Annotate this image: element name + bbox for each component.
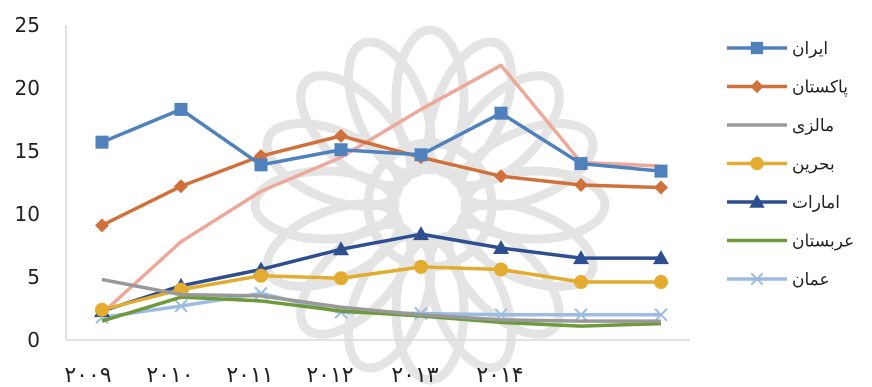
legend-entry: عربستان <box>727 232 854 252</box>
legend-entry: پاکستان <box>727 78 848 98</box>
data-point <box>414 259 428 274</box>
series-1 <box>95 102 668 178</box>
legend-entry: مالزی <box>727 116 834 136</box>
data-point <box>95 135 109 149</box>
data-point <box>493 240 509 255</box>
data-point <box>574 308 588 322</box>
series-line <box>101 265 661 312</box>
data-point <box>333 241 349 256</box>
series-line <box>101 107 662 173</box>
legend-marker <box>750 41 764 55</box>
data-point <box>414 148 428 162</box>
series-line <box>101 295 662 328</box>
series-line <box>101 277 661 323</box>
data-point <box>654 180 668 195</box>
y-tick-label: 15 <box>15 139 40 163</box>
data-point <box>334 128 348 143</box>
legend-label: عمان <box>792 270 830 290</box>
legend-label: پاکستان <box>792 78 848 98</box>
legend-label: مالزی <box>792 116 834 136</box>
data-point <box>334 271 348 286</box>
data-point <box>334 143 348 157</box>
x-tick-label: ۲۰۱۲ <box>306 363 353 387</box>
data-point <box>174 102 188 116</box>
data-point <box>654 308 668 322</box>
y-tick-label: 0 <box>27 328 40 352</box>
legend-marker <box>750 156 764 171</box>
legend-label: ایران <box>792 39 828 59</box>
series-line <box>101 232 661 313</box>
legend-entry: امارات <box>727 193 840 213</box>
series-4 <box>95 259 668 317</box>
series-layer <box>94 63 669 328</box>
watermark-emblem <box>250 25 610 385</box>
legend-label: عربستان <box>792 232 854 252</box>
x-tick-label: ۲۰۱۱ <box>226 363 273 387</box>
data-point <box>494 169 508 184</box>
data-point <box>574 178 588 193</box>
x-tick-label: ۲۰۱۳ <box>391 363 438 387</box>
y-tick-label: 25 <box>15 13 40 37</box>
data-point <box>573 250 589 265</box>
data-point <box>494 262 508 277</box>
y-tick-label: 5 <box>27 265 40 289</box>
data-point <box>494 106 508 120</box>
data-point <box>95 302 109 317</box>
series-6 <box>101 295 662 328</box>
legend: ایران پاکستان مالزی بحرین امارات عربستان عمان <box>727 39 854 290</box>
data-point <box>654 275 668 290</box>
data-point <box>254 268 268 283</box>
series-3 <box>101 277 661 323</box>
axes: 0 5 10 15 20 25 ۲۰۰۹ ۲۰۱۰ ۲۰۱۱ ۲۰۱۲ ۲۰۱۳ ۲۰۱۴ <box>15 13 690 387</box>
data-point <box>254 158 268 172</box>
legend-entry: عمان <box>727 270 830 290</box>
legend-marker <box>750 79 764 94</box>
series-line <box>101 134 662 227</box>
series-line <box>100 63 662 315</box>
legend-entry: بحرین <box>727 155 835 175</box>
data-point <box>174 299 188 313</box>
x-tick-label: ۲۰۰۹ <box>64 363 111 387</box>
y-tick-label: 10 <box>15 202 40 226</box>
data-point <box>653 250 669 265</box>
data-point <box>654 164 668 178</box>
data-point <box>574 275 588 290</box>
x-tick-label: ۲۰۱۴ <box>476 363 523 387</box>
legend-marker <box>749 194 765 208</box>
y-tick-label: 20 <box>15 76 40 100</box>
legend-entry: ایران <box>727 39 828 59</box>
series-8 <box>100 63 662 315</box>
legend-label: امارات <box>792 193 840 213</box>
data-point <box>174 179 188 194</box>
legend-label: بحرین <box>792 155 835 175</box>
data-point <box>574 157 588 171</box>
legend-marker <box>750 272 764 286</box>
data-point <box>413 226 429 241</box>
x-tick-label: ۲۰۱۰ <box>146 363 193 387</box>
data-point <box>95 218 109 233</box>
